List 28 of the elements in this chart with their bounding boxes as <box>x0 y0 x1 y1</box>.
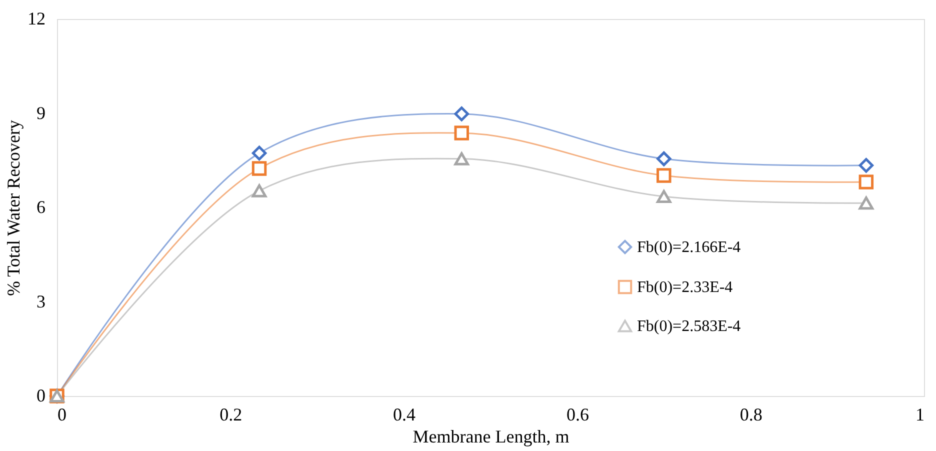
point <box>454 152 470 166</box>
y-axis-title: % Total Water Recovery <box>4 120 24 296</box>
point <box>656 168 672 183</box>
point <box>858 158 874 173</box>
x-tick-label: 0 <box>58 404 66 424</box>
point <box>656 151 672 166</box>
point <box>252 146 267 161</box>
y-tick-label: 12 <box>28 8 46 28</box>
y-tick-label: 6 <box>36 197 46 217</box>
point <box>454 106 470 122</box>
x-tick-label: 0.8 <box>740 404 762 424</box>
point <box>454 126 469 140</box>
y-tick-label: 9 <box>36 102 46 123</box>
y-tick-label: 3 <box>36 291 46 312</box>
x-tick-label: 0.4 <box>393 404 416 424</box>
point <box>858 174 874 190</box>
point <box>252 184 267 198</box>
x-tick-label: 0.2 <box>220 404 242 424</box>
point <box>858 196 874 210</box>
legend-label: Fb(0)=2.33E-4 <box>637 279 733 296</box>
legend-label: Fb(0)=2.583E-4 <box>637 318 741 335</box>
y-tick-label: 0 <box>36 386 46 406</box>
point <box>656 190 672 204</box>
legend-label: Fb(0)=2.166E-4 <box>637 239 741 256</box>
x-axis-title: Membrane Length, m <box>412 426 570 446</box>
point <box>252 161 267 176</box>
x-tick-label: 1 <box>916 404 924 424</box>
x-tick-label: 0.6 <box>566 404 589 424</box>
